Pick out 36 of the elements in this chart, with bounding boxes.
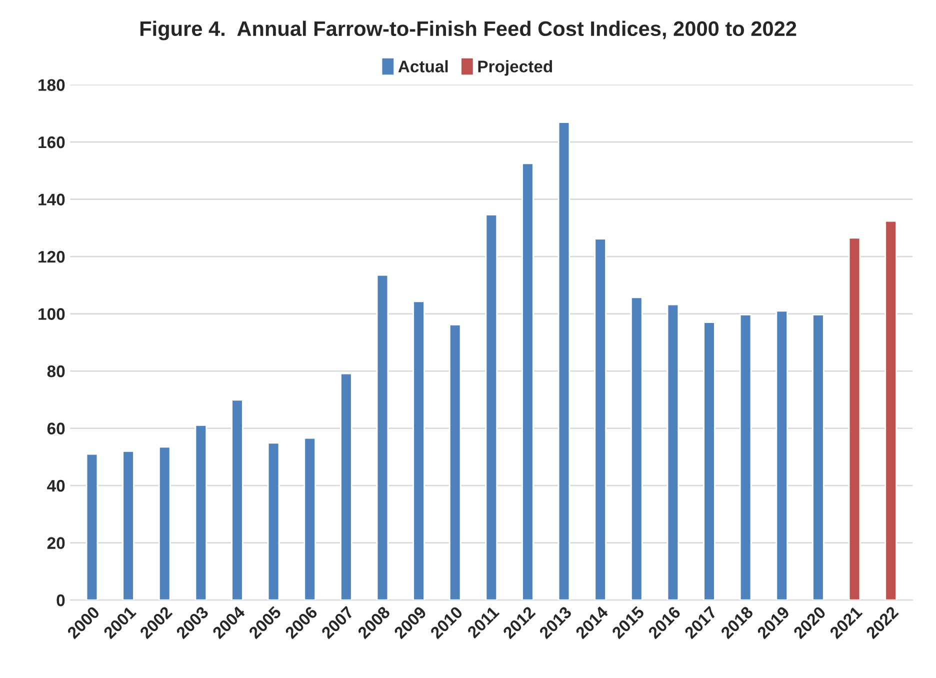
bar xyxy=(194,424,208,600)
y-tick-label: 80 xyxy=(47,365,65,378)
legend-label: Actual xyxy=(398,60,448,72)
bar xyxy=(739,314,752,600)
y-tick-label: 140 xyxy=(38,194,65,206)
bar xyxy=(122,450,134,600)
bar xyxy=(340,372,352,600)
bar xyxy=(703,322,716,600)
bar xyxy=(448,324,462,600)
bar xyxy=(630,296,643,600)
bar xyxy=(158,446,171,600)
bar xyxy=(412,300,425,600)
bar xyxy=(666,304,680,600)
bar xyxy=(376,274,389,600)
y-tick-label: 120 xyxy=(38,250,65,263)
bar xyxy=(594,238,606,600)
y-tick-label: 180 xyxy=(38,79,65,91)
bar xyxy=(776,310,788,600)
bar xyxy=(267,442,280,600)
bar xyxy=(558,122,570,600)
bar xyxy=(522,162,534,600)
bar xyxy=(485,214,498,600)
bar xyxy=(304,437,316,600)
bar xyxy=(86,453,98,600)
y-tick-label: 20 xyxy=(47,537,65,549)
bar xyxy=(812,314,824,600)
bar xyxy=(848,237,861,600)
y-tick-label: 100 xyxy=(38,308,65,320)
y-tick-label: 60 xyxy=(47,422,65,434)
bar xyxy=(884,220,897,600)
y-tick-label: 0 xyxy=(56,594,65,606)
bar xyxy=(231,399,244,600)
legend-label: Projected xyxy=(478,60,552,76)
y-tick-label: 160 xyxy=(38,136,65,148)
y-tick-label: 40 xyxy=(47,480,65,492)
chart-title: Figure 4. Annual Farrow-to-Finish Feed Cost Indices, 2000 to 2022 xyxy=(140,20,796,40)
